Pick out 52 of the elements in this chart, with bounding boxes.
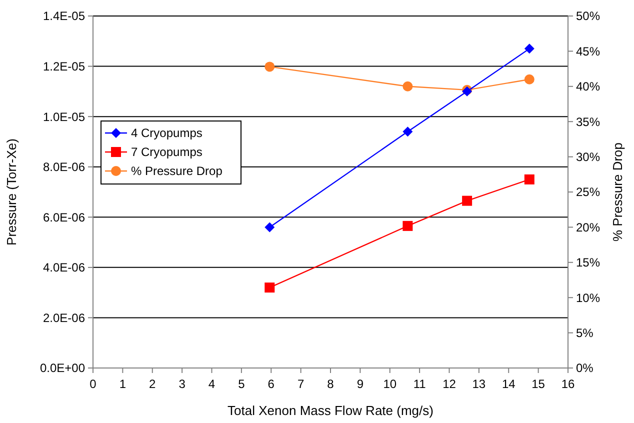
x-tick-label: 9 (356, 377, 364, 391)
x-tick-label: 13 (472, 377, 486, 391)
y2-tick-label: 0% (576, 361, 594, 376)
y2-tick-label: 35% (576, 114, 600, 129)
x-tick-label: 16 (561, 377, 575, 391)
y-tick-label: 4.0E-06 (42, 260, 86, 275)
point (524, 74, 534, 84)
point (402, 126, 413, 137)
x-tick-label: 1 (119, 377, 126, 391)
x-tick-label: 8 (327, 377, 334, 391)
legend-label: 4 Cryopumps (131, 126, 202, 140)
y-tick-label: 1.2E-05 (42, 59, 86, 74)
y2-tick-label: 15% (576, 256, 600, 270)
y2-tick-label: 30% (576, 150, 600, 164)
x-tick-label: 5 (238, 377, 246, 391)
x-tick-label: 14 (502, 377, 516, 391)
point (264, 222, 275, 232)
x-tick-label: 15 (532, 377, 546, 391)
point (264, 62, 275, 72)
y2-tick-label: 20% (576, 220, 600, 234)
x-tick-label: 6 (268, 377, 275, 391)
y2-tick-label: 25% (576, 185, 600, 200)
point (524, 44, 534, 54)
y2-axis-title: % Pressure Drop (610, 142, 625, 242)
x-tick-label: 12 (442, 377, 456, 391)
point (264, 282, 275, 293)
x-tick-label: 11 (413, 377, 426, 391)
x-tick-label: 7 (297, 377, 304, 391)
point (402, 81, 413, 92)
x-tick-label: 0 (90, 377, 97, 391)
y-tick-label: 1.4E-05 (42, 9, 86, 24)
x-tick-label: 10 (383, 377, 397, 391)
y2-tick-label: 40% (576, 80, 600, 94)
y2-tick-label: 45% (576, 44, 600, 58)
y-tick-label: 8.0E-06 (42, 160, 86, 174)
point (402, 220, 413, 231)
point (524, 174, 534, 184)
y-tick-label: 1.0E-05 (42, 110, 86, 124)
point (462, 196, 472, 206)
y2-tick-label: 50% (576, 9, 600, 24)
legend-label: % Pressure Drop (131, 164, 223, 178)
legend-label: 7 Cryopumps (131, 145, 202, 160)
y2-tick-label: 10% (576, 290, 600, 305)
x-tick-label: 4 (208, 377, 216, 391)
y-axis-title: Pressure (Torr-Xe) (4, 138, 19, 246)
y-tick-label: 0.0E+00 (40, 361, 86, 376)
y-tick-label: 6.0E-06 (42, 210, 86, 224)
x-tick-label: 3 (178, 377, 186, 391)
x-tick-label: 2 (149, 377, 156, 391)
y-tick-label: 2.0E-06 (42, 310, 86, 325)
x-axis-title: Total Xenon Mass Flow Rate (mg/s) (228, 403, 434, 418)
y2-tick-label: 5% (576, 326, 594, 340)
